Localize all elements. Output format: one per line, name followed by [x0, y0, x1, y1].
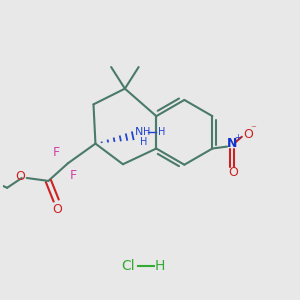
Text: H: H: [142, 127, 150, 137]
Text: H: H: [140, 137, 147, 147]
Text: O: O: [228, 166, 238, 178]
Text: O: O: [243, 128, 253, 141]
Text: H: H: [158, 127, 166, 137]
Text: Cl: Cl: [122, 259, 135, 273]
Text: H: H: [154, 259, 165, 273]
Text: F: F: [52, 146, 60, 159]
Text: N: N: [227, 137, 237, 150]
Text: +: +: [235, 133, 242, 142]
Text: N: N: [135, 127, 143, 137]
Text: F: F: [69, 169, 76, 182]
Text: O: O: [15, 169, 25, 182]
Text: ⁻: ⁻: [251, 124, 256, 134]
Text: O: O: [52, 203, 62, 216]
